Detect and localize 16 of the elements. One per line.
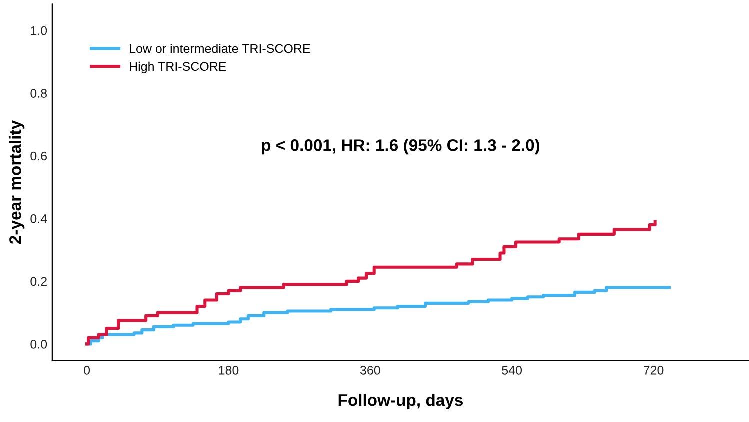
annotation: p < 0.001, HR: 1.6 (95% CI: 1.3 - 2.0): [262, 139, 540, 155]
y-tick-label: 0.8: [30, 89, 48, 98]
legend-label: High TRI-SCORE: [130, 62, 226, 74]
y-tick-label: 0.2: [30, 277, 47, 286]
x-tick-label: 360: [360, 366, 380, 375]
y-tick-label: 0.0: [30, 340, 48, 349]
legend-label: Low or intermediate TRI-SCORE: [130, 44, 310, 54]
y-tick-label: 0.6: [30, 152, 48, 161]
x-axis-title: Follow-up, days: [338, 394, 463, 410]
x-tick-label: 0: [84, 366, 90, 375]
y-tick-label: 0.4: [30, 214, 48, 224]
y-axis-title: 2-year mortality: [9, 120, 25, 244]
x-tick-label: 180: [219, 366, 239, 375]
y-tick-label: 1.0: [31, 26, 48, 36]
x-tick-label: 720: [644, 366, 664, 375]
x-tick-label: 540: [502, 366, 522, 375]
